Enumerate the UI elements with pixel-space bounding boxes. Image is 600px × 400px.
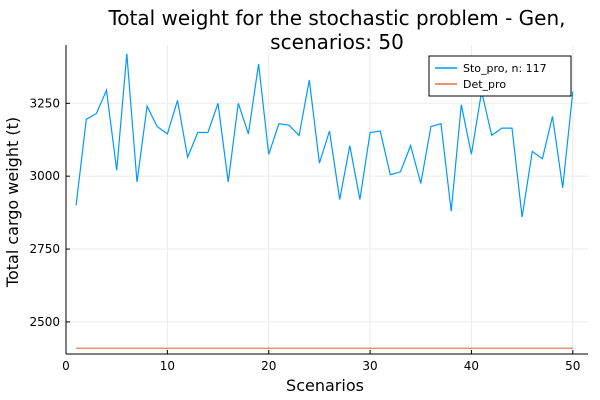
- y-axis-label: Total cargo weight (t): [3, 117, 22, 288]
- legend-label-1: Sto_pro, n: 117: [463, 62, 547, 75]
- x-tick-label: 50: [565, 359, 580, 373]
- x-tick-label: 10: [160, 359, 175, 373]
- chart-title-line-1: Total weight for the stochastic problem …: [107, 6, 565, 30]
- y-tick-label: 3250: [29, 96, 60, 110]
- y-tick-label: 3000: [29, 169, 60, 183]
- y-tick-label: 2500: [29, 315, 60, 329]
- x-tick-label: 0: [62, 359, 70, 373]
- x-tick-label: 20: [261, 359, 276, 373]
- y-tick-label: 2750: [29, 242, 60, 256]
- legend: Sto_pro, n: 117 Det_pro: [428, 55, 572, 97]
- legend-label-2: Det_pro: [463, 78, 506, 91]
- chart-title-line-2: scenarios: 50: [270, 30, 404, 54]
- legend-box: [428, 55, 572, 97]
- x-tick-label: 40: [464, 359, 479, 373]
- x-axis-label: Scenarios: [286, 376, 364, 395]
- tick-labels: 0 10 20 30 40 50 2500 2750 3000 3250: [29, 96, 580, 373]
- x-tick-label: 30: [362, 359, 377, 373]
- series-line-1: [75, 53, 574, 218]
- axes: [65, 45, 588, 355]
- series-lines: [75, 53, 574, 349]
